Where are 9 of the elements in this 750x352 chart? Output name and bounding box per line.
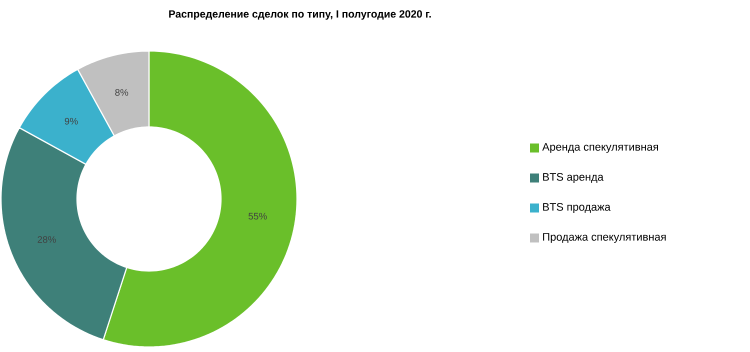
data-label: 55%	[248, 212, 267, 220]
legend-label: Аренда спекулятивная	[542, 143, 658, 153]
legend-label: BTS продажа	[543, 203, 611, 213]
legend-label: BTS аренда	[543, 173, 604, 183]
chart-title: Распределение сделок по типу, I полугодие 2020 г.	[169, 10, 431, 20]
data-label: 9%	[64, 118, 78, 125]
data-label: 28%	[38, 236, 56, 243]
data-label: 8%	[115, 89, 128, 96]
legend-label: Продажа спекулятивная	[543, 233, 666, 243]
